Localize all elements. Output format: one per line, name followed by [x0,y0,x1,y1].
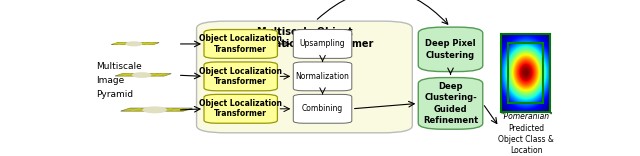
Text: Multiscale Object: Multiscale Object [257,27,353,37]
Text: Image: Image [96,76,124,85]
Text: Predicted: Predicted [508,124,545,133]
Text: "Pomeranian": "Pomeranian" [500,112,553,121]
Text: Clustering: Clustering [426,51,475,60]
FancyBboxPatch shape [293,62,352,91]
Text: Transformer: Transformer [214,109,267,118]
Polygon shape [115,74,172,76]
Text: Object Localization: Object Localization [199,99,282,108]
Polygon shape [111,43,159,45]
Text: Clustering-: Clustering- [424,93,477,102]
Text: Localization Transformer: Localization Transformer [237,39,373,49]
Circle shape [143,107,166,113]
Text: Refinement: Refinement [423,116,478,125]
Text: Location: Location [510,146,543,155]
FancyBboxPatch shape [204,94,277,123]
Text: Transformer: Transformer [214,77,267,86]
FancyBboxPatch shape [419,27,483,72]
Polygon shape [121,108,193,111]
Text: Guided: Guided [434,105,467,114]
FancyBboxPatch shape [204,29,277,58]
FancyBboxPatch shape [204,62,277,91]
Text: Object Localization: Object Localization [199,67,282,76]
FancyBboxPatch shape [293,94,352,123]
Text: Upsampling: Upsampling [300,39,346,49]
Text: Combining: Combining [302,104,343,113]
Text: Deep Pixel: Deep Pixel [425,39,476,48]
FancyBboxPatch shape [419,78,483,129]
Text: Transformer: Transformer [214,45,267,54]
Circle shape [132,73,150,77]
Text: Object Class &: Object Class & [499,135,554,144]
Text: Deep: Deep [438,82,463,91]
Text: Pyramid: Pyramid [96,90,133,99]
Text: Multiscale: Multiscale [96,62,141,71]
FancyBboxPatch shape [196,21,412,133]
Circle shape [126,42,141,46]
Text: Object Localization: Object Localization [199,34,282,43]
FancyBboxPatch shape [293,29,352,58]
Text: Normalization: Normalization [296,72,349,81]
